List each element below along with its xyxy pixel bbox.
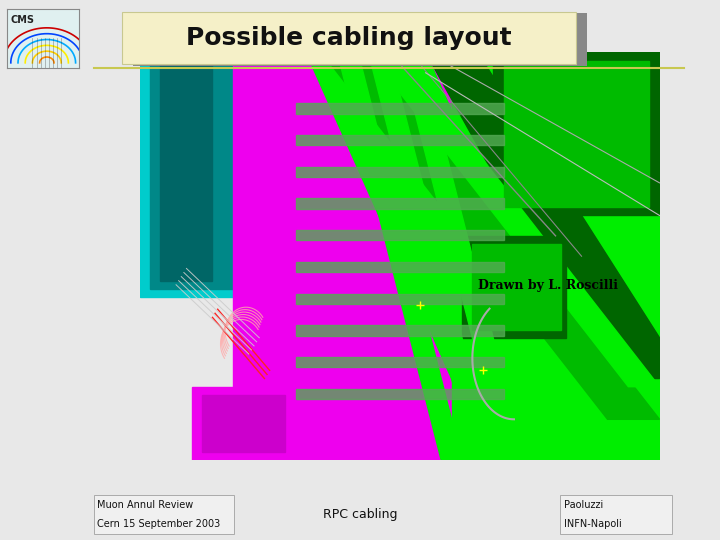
Bar	[503, 60, 649, 207]
Text: Cern 15 September 2003: Cern 15 September 2003	[97, 519, 220, 529]
Text: Paoluzzi: Paoluzzi	[564, 500, 603, 510]
Bar	[296, 357, 503, 367]
Polygon shape	[369, 52, 493, 460]
Text: Muon Annul Review: Muon Annul Review	[97, 500, 194, 510]
Bar	[296, 389, 503, 399]
Polygon shape	[140, 52, 285, 297]
Polygon shape	[306, 52, 608, 460]
Bar	[451, 52, 660, 460]
Bar	[192, 387, 296, 460]
Polygon shape	[400, 52, 524, 460]
FancyBboxPatch shape	[122, 12, 576, 64]
Bar	[296, 199, 503, 208]
Bar	[296, 325, 503, 335]
Polygon shape	[337, 52, 462, 460]
Bar	[493, 52, 660, 215]
Polygon shape	[322, 52, 660, 419]
Polygon shape	[150, 52, 254, 289]
Polygon shape	[233, 52, 477, 460]
Polygon shape	[161, 52, 212, 281]
Text: Drawn by L. Roscilli: Drawn by L. Roscilli	[477, 279, 618, 292]
Bar	[472, 244, 561, 329]
Polygon shape	[426, 52, 660, 379]
Bar	[202, 395, 285, 452]
Bar	[296, 262, 503, 272]
Text: CMS: CMS	[11, 15, 35, 25]
Bar	[296, 230, 503, 240]
FancyBboxPatch shape	[560, 495, 672, 534]
Text: Possible cabling layout: Possible cabling layout	[186, 26, 512, 50]
Text: INFN-Napoli: INFN-Napoli	[564, 519, 621, 529]
Polygon shape	[369, 52, 660, 387]
Bar	[296, 294, 503, 304]
Text: RPC cabling: RPC cabling	[323, 508, 397, 521]
FancyBboxPatch shape	[94, 495, 234, 534]
Bar	[296, 103, 503, 113]
Bar	[296, 167, 503, 177]
Bar	[462, 236, 566, 338]
FancyBboxPatch shape	[133, 13, 587, 66]
Bar	[296, 135, 503, 145]
